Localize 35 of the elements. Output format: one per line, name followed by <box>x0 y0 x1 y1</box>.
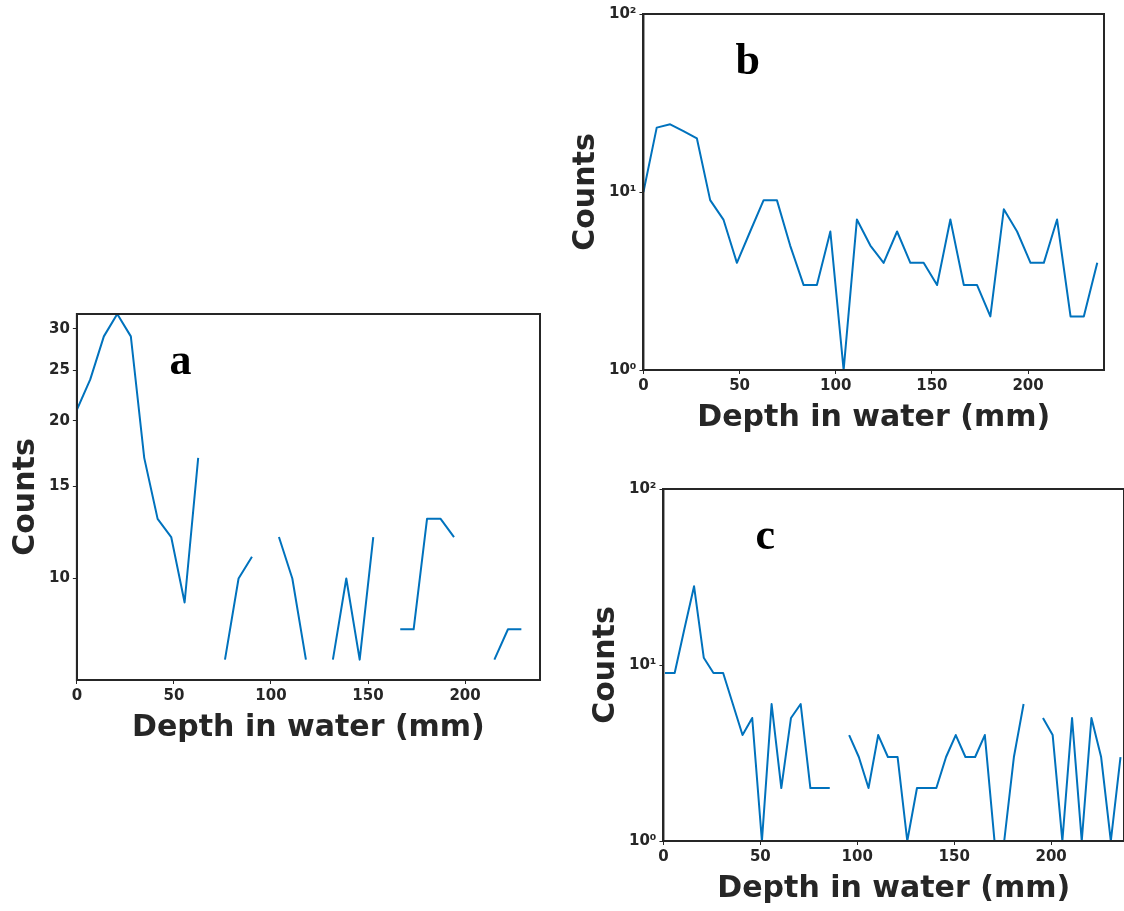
annotation: b <box>735 35 761 84</box>
x-tick-label: 150 <box>916 375 948 394</box>
annotation: c <box>755 510 776 559</box>
y-tick-label: 15 <box>49 476 70 495</box>
y-tick-label: 10⁰ <box>628 830 657 849</box>
y-tick-label: 10² <box>628 478 657 497</box>
y-tick-label: 10² <box>608 3 637 22</box>
x-tick-label: 200 <box>1012 375 1044 394</box>
y-tick-label: 30 <box>49 318 70 337</box>
x-tick-label: 50 <box>163 685 185 704</box>
x-tick-label: 200 <box>1035 846 1067 865</box>
x-tick-label: 100 <box>820 375 852 394</box>
x-tick-label: 0 <box>71 685 83 704</box>
x-tick-label: 100 <box>841 846 873 865</box>
x-tick-label: 0 <box>638 375 649 394</box>
y-tick-label: 25 <box>49 360 70 379</box>
x-tick-label: 150 <box>938 846 970 865</box>
x-tick-label: 0 <box>658 846 669 865</box>
x-axis-title: Depth in water (mm) <box>132 707 485 743</box>
x-tick-label: 50 <box>749 846 771 865</box>
x-tick-label: 200 <box>449 685 481 704</box>
y-tick-label: 10¹ <box>628 654 657 673</box>
annotation: a <box>169 335 192 384</box>
y-axis-title: Counts <box>5 438 41 556</box>
x-tick-label: 50 <box>729 375 751 394</box>
y-axis-title: Counts <box>565 133 601 251</box>
x-axis-title: Depth in water (mm) <box>717 868 1071 904</box>
y-axis-title: Counts <box>585 606 621 724</box>
y-tick-label: 10¹ <box>608 181 637 200</box>
y-tick-label: 10⁰ <box>608 359 637 378</box>
x-tick-label: 150 <box>352 685 384 704</box>
y-tick-label: 10 <box>49 568 70 587</box>
y-tick-label: 20 <box>49 410 70 429</box>
x-tick-label: 100 <box>255 685 287 704</box>
x-axis-title: Depth in water (mm) <box>697 397 1051 433</box>
